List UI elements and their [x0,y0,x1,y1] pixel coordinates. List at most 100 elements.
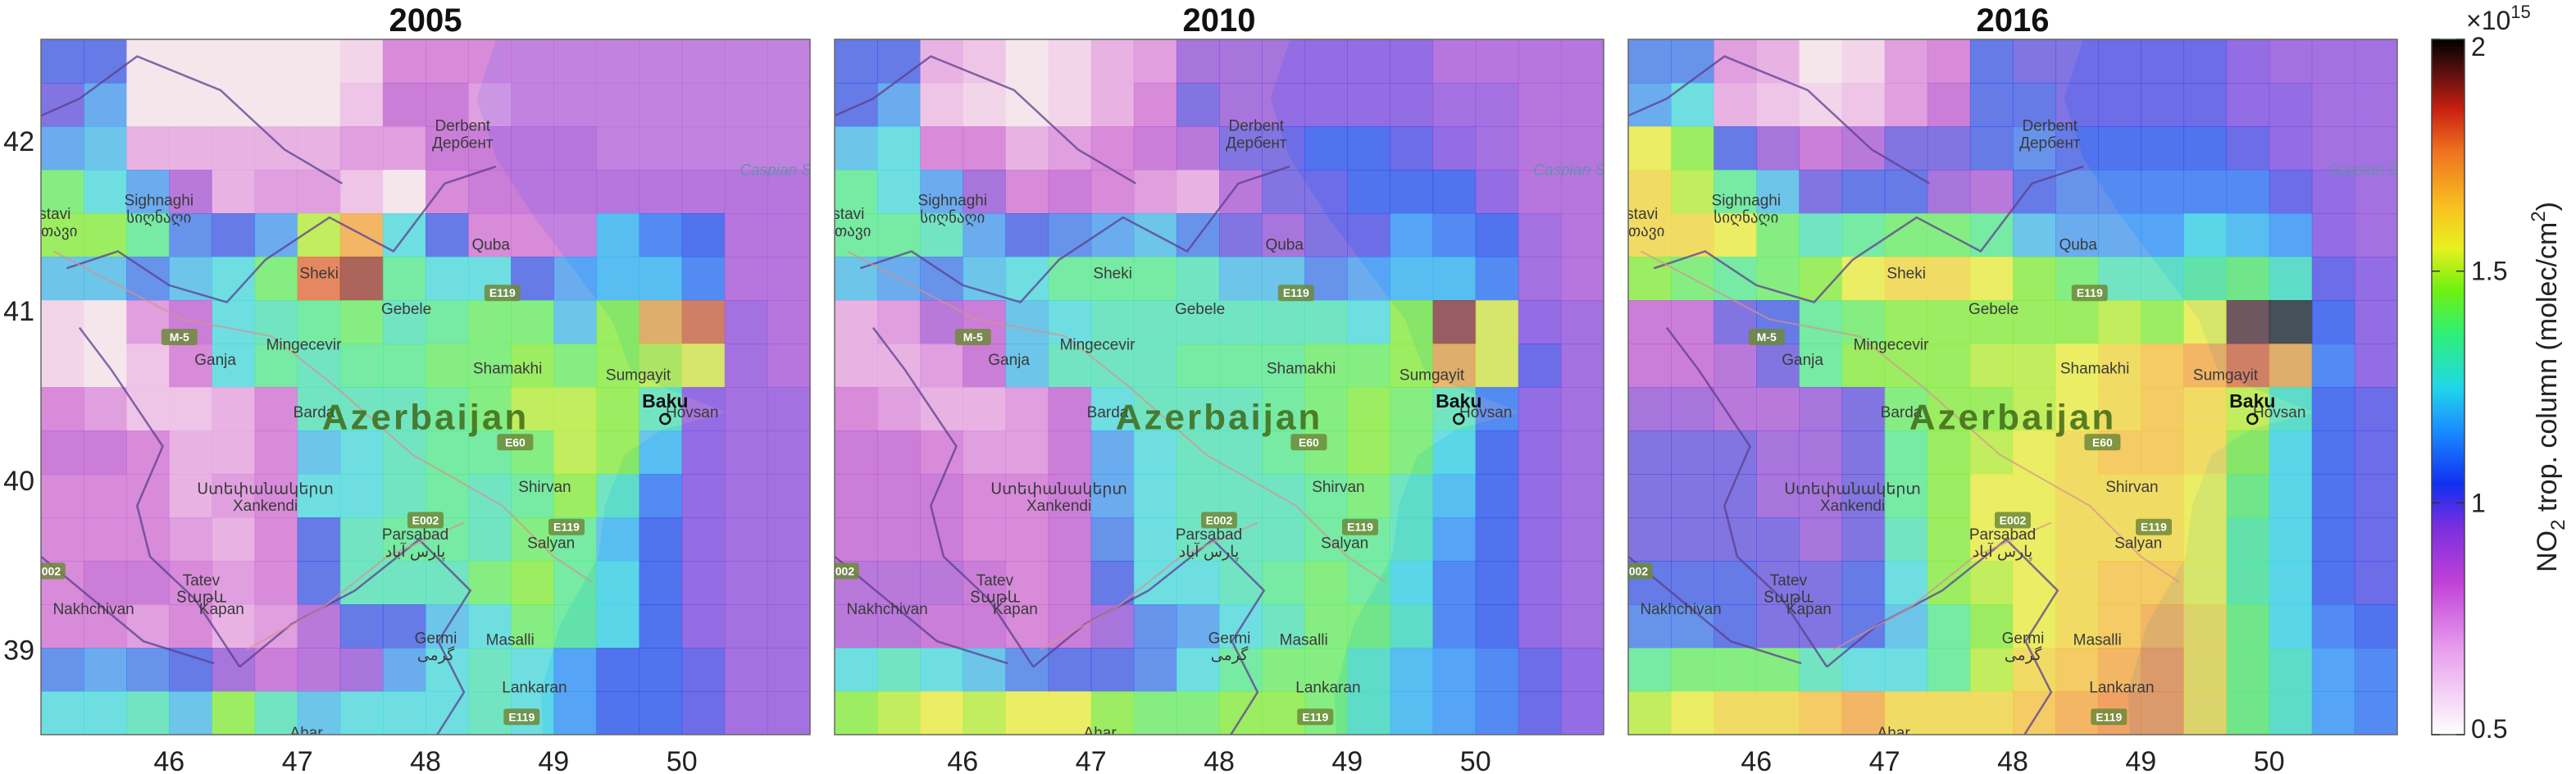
place-label: Kapan [993,601,1038,618]
heatmap-cell [2098,648,2141,692]
city-marker [1453,412,1465,426]
heatmap-cell [1005,387,1049,431]
heatmap-cell [1475,474,1519,518]
place-label: Ստեփանակերտ [197,480,334,498]
heatmap-cell [426,648,469,692]
place-label: Sumgayit [606,367,671,385]
heatmap-cell [1841,517,1886,562]
heatmap-cell [254,83,298,127]
heatmap-cell [639,517,683,562]
heatmap-cell [426,474,469,518]
y-tick-label: 40 [3,466,34,497]
city-label: Baku [2229,390,2275,412]
heatmap-cell [339,39,384,84]
place-label: Shirvan [518,479,571,496]
heatmap-cell [639,648,683,692]
heatmap-cell [2269,648,2313,692]
heatmap-cell [511,39,554,84]
heatmap-cell [1133,604,1177,649]
heatmap-cell [126,126,170,171]
heatmap-cell [1219,344,1263,388]
heatmap-cell [724,691,768,735]
heatmap-cell [339,170,384,214]
heatmap-cell [1219,300,1263,344]
heatmap-cell [2354,430,2397,475]
border-line [1628,55,1931,184]
road-shield [497,434,534,451]
heatmap-cell [1841,170,1886,214]
heatmap-cell [1628,648,1672,692]
heatmap-cell [1969,344,2014,388]
heatmap-cell [1262,213,1305,257]
heatmap-cell [1005,474,1049,518]
heatmap-cell [1560,691,1604,735]
heatmap-cell [297,387,341,431]
heatmap-cell [835,430,878,475]
heatmap-cell [41,170,84,214]
heatmap-cell [724,300,768,344]
heatmap-cell [1176,474,1220,518]
heatmap-cell [1432,691,1477,735]
heatmap-cell [2354,387,2397,431]
heatmap-cell [1560,213,1604,257]
place-label: Sumgayit [1400,367,1465,385]
heatmap-cell [835,604,878,649]
heatmap-cell [1756,517,1800,562]
heatmap-cell [2141,691,2185,735]
heatmap-cell [126,691,170,735]
heatmap-cell [382,387,426,431]
heatmap-cell [1969,126,2014,171]
heatmap-cell [2141,387,2185,431]
heatmap-cell [2311,39,2355,84]
heatmap-cell [254,387,298,431]
heatmap-cell [382,83,426,127]
heatmap-cell [1756,430,1800,475]
heatmap-cell [1756,691,1800,735]
heatmap-cell [767,83,810,127]
place-label: مرند [1712,750,1741,767]
heatmap-cell [169,126,213,171]
heatmap-cell [1714,604,1757,649]
country-label: Azerbaijan [1116,398,1323,438]
heatmap-cell [169,648,213,692]
heatmap-cell [681,648,726,692]
heatmap-cell [920,83,963,127]
heatmap-cell [1799,604,1843,649]
heatmap-cell [1799,170,1843,214]
heatmap-cell [1390,300,1434,344]
road-shield [1628,562,1653,580]
place-label: پارس آباد [1973,542,2033,561]
heatmap-cell [1347,300,1391,344]
heatmap-cell [2354,39,2397,84]
heatmap-cell [1969,300,2014,344]
heatmap-cell [41,430,84,475]
heatmap-cell [2226,213,2270,257]
heatmap-cell [2013,213,2056,257]
city-marker [2246,412,2259,426]
heatmap-cell [1090,126,1135,171]
heatmap-cell [1133,691,1177,735]
colorbar-tick-label: 1 [2471,488,2486,517]
heatmap-cell [835,344,878,388]
heatmap-cell [767,39,810,84]
place-label: Ganja [988,352,1030,369]
heatmap-cell [1799,648,1843,692]
heatmap-cell [1048,83,1092,127]
heatmap-cell [639,83,683,127]
place-label: Kapan [1786,601,1832,618]
place-label: Barda [1881,404,1923,421]
heatmap-cell [2226,300,2270,344]
heatmap-cell [1005,213,1049,257]
heatmap-cell [212,604,256,649]
place-label: Mingecevir [1060,337,1136,354]
heatmap-cell [1005,430,1049,475]
heatmap-cell [1475,561,1519,605]
heatmap-cell [596,648,640,692]
heatmap-cell [963,691,1007,735]
road-shield [41,562,66,580]
country-label: Azerbaijan [1909,398,2117,438]
heatmap-cell [169,691,213,735]
heatmap-cell [1432,213,1477,257]
heatmap-cell [2098,517,2141,562]
heatmap-cell [724,83,768,127]
